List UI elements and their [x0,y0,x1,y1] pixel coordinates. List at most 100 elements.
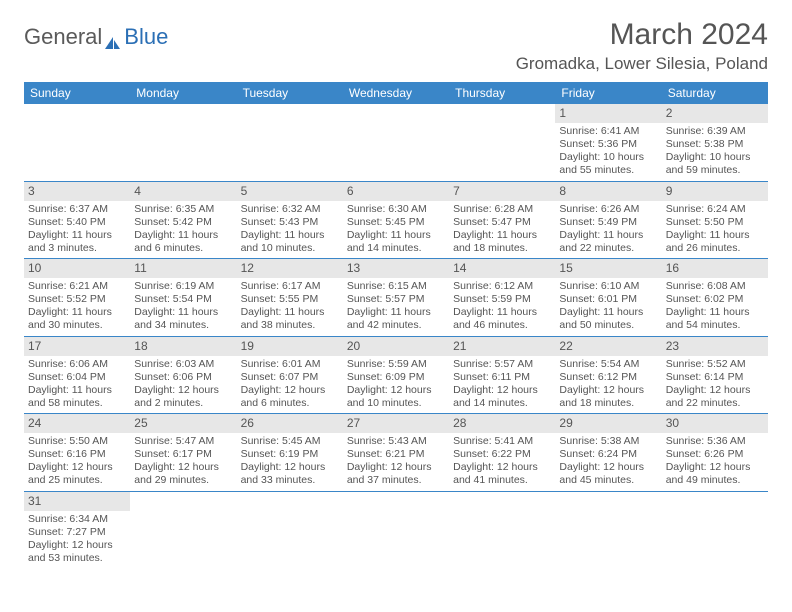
sunrise-text: Sunrise: 6:39 AM [666,125,764,138]
calendar-cell: 30Sunrise: 5:36 AMSunset: 6:26 PMDayligh… [662,414,768,492]
day-number: 15 [555,259,661,278]
day1-text: Daylight: 11 hours [134,306,232,319]
day1-text: Daylight: 11 hours [453,306,551,319]
day2-text: and 38 minutes. [241,319,339,332]
calendar-cell: 27Sunrise: 5:43 AMSunset: 6:21 PMDayligh… [343,414,449,492]
day2-text: and 2 minutes. [134,397,232,410]
day1-text: Daylight: 11 hours [241,229,339,242]
day-number: 8 [555,182,661,201]
day1-text: Daylight: 12 hours [559,461,657,474]
calendar-cell: 5Sunrise: 6:32 AMSunset: 5:43 PMDaylight… [237,181,343,259]
day-number: 7 [449,182,555,201]
day-header: Monday [130,82,236,104]
brand-general: General [24,24,102,50]
calendar-cell: 6Sunrise: 6:30 AMSunset: 5:45 PMDaylight… [343,181,449,259]
sunset-text: Sunset: 5:49 PM [559,216,657,229]
calendar-cell: 17Sunrise: 6:06 AMSunset: 6:04 PMDayligh… [24,336,130,414]
calendar-week: 17Sunrise: 6:06 AMSunset: 6:04 PMDayligh… [24,336,768,414]
day1-text: Daylight: 12 hours [666,461,764,474]
calendar-head: SundayMondayTuesdayWednesdayThursdayFrid… [24,82,768,104]
day2-text: and 50 minutes. [559,319,657,332]
calendar-cell: 7Sunrise: 6:28 AMSunset: 5:47 PMDaylight… [449,181,555,259]
sunset-text: Sunset: 6:04 PM [28,371,126,384]
calendar-cell: 18Sunrise: 6:03 AMSunset: 6:06 PMDayligh… [130,336,236,414]
day2-text: and 29 minutes. [134,474,232,487]
day1-text: Daylight: 11 hours [134,229,232,242]
day-number: 5 [237,182,343,201]
sunset-text: Sunset: 7:27 PM [28,526,126,539]
sunset-text: Sunset: 5:50 PM [666,216,764,229]
day1-text: Daylight: 11 hours [347,229,445,242]
day-number: 10 [24,259,130,278]
calendar-cell: 12Sunrise: 6:17 AMSunset: 5:55 PMDayligh… [237,259,343,337]
sunset-text: Sunset: 5:57 PM [347,293,445,306]
calendar-week: 10Sunrise: 6:21 AMSunset: 5:52 PMDayligh… [24,259,768,337]
sunset-text: Sunset: 6:16 PM [28,448,126,461]
day-number: 3 [24,182,130,201]
day-number: 17 [24,337,130,356]
calendar-cell: 19Sunrise: 6:01 AMSunset: 6:07 PMDayligh… [237,336,343,414]
day2-text: and 58 minutes. [28,397,126,410]
sunset-text: Sunset: 5:43 PM [241,216,339,229]
calendar-cell-empty [130,491,236,568]
day2-text: and 46 minutes. [453,319,551,332]
day2-text: and 45 minutes. [559,474,657,487]
day1-text: Daylight: 12 hours [28,539,126,552]
calendar-week: 3Sunrise: 6:37 AMSunset: 5:40 PMDaylight… [24,181,768,259]
day-number: 16 [662,259,768,278]
sunset-text: Sunset: 5:40 PM [28,216,126,229]
calendar-cell: 15Sunrise: 6:10 AMSunset: 6:01 PMDayligh… [555,259,661,337]
day-number: 28 [449,414,555,433]
calendar-cell-empty [449,104,555,181]
day-number: 21 [449,337,555,356]
calendar-cell: 20Sunrise: 5:59 AMSunset: 6:09 PMDayligh… [343,336,449,414]
calendar-cell-empty [343,104,449,181]
sunrise-text: Sunrise: 6:15 AM [347,280,445,293]
calendar-cell-empty [237,104,343,181]
calendar-cell: 10Sunrise: 6:21 AMSunset: 5:52 PMDayligh… [24,259,130,337]
day1-text: Daylight: 12 hours [134,384,232,397]
sunset-text: Sunset: 6:01 PM [559,293,657,306]
day2-text: and 26 minutes. [666,242,764,255]
calendar-cell: 28Sunrise: 5:41 AMSunset: 6:22 PMDayligh… [449,414,555,492]
day1-text: Daylight: 12 hours [559,384,657,397]
calendar-cell: 14Sunrise: 6:12 AMSunset: 5:59 PMDayligh… [449,259,555,337]
day1-text: Daylight: 12 hours [453,384,551,397]
day2-text: and 14 minutes. [347,242,445,255]
day2-text: and 25 minutes. [28,474,126,487]
calendar-cell: 11Sunrise: 6:19 AMSunset: 5:54 PMDayligh… [130,259,236,337]
day2-text: and 10 minutes. [241,242,339,255]
sunrise-text: Sunrise: 6:26 AM [559,203,657,216]
brand-logo: General Blue [24,18,168,50]
sunrise-text: Sunrise: 6:41 AM [559,125,657,138]
calendar-cell: 1Sunrise: 6:41 AMSunset: 5:36 PMDaylight… [555,104,661,181]
sunrise-text: Sunrise: 6:19 AM [134,280,232,293]
day-number: 19 [237,337,343,356]
sunset-text: Sunset: 6:26 PM [666,448,764,461]
day2-text: and 22 minutes. [559,242,657,255]
sunrise-text: Sunrise: 5:52 AM [666,358,764,371]
calendar-cell: 25Sunrise: 5:47 AMSunset: 6:17 PMDayligh… [130,414,236,492]
day-number: 20 [343,337,449,356]
sunset-text: Sunset: 6:02 PM [666,293,764,306]
calendar-cell-empty [130,104,236,181]
sunset-text: Sunset: 5:59 PM [453,293,551,306]
sunrise-text: Sunrise: 6:30 AM [347,203,445,216]
day1-text: Daylight: 11 hours [666,229,764,242]
day-header-row: SundayMondayTuesdayWednesdayThursdayFrid… [24,82,768,104]
day2-text: and 34 minutes. [134,319,232,332]
day1-text: Daylight: 11 hours [559,229,657,242]
calendar-week: 1Sunrise: 6:41 AMSunset: 5:36 PMDaylight… [24,104,768,181]
calendar-cell: 26Sunrise: 5:45 AMSunset: 6:19 PMDayligh… [237,414,343,492]
sunrise-text: Sunrise: 5:57 AM [453,358,551,371]
sunset-text: Sunset: 5:45 PM [347,216,445,229]
day2-text: and 37 minutes. [347,474,445,487]
day-number: 26 [237,414,343,433]
day1-text: Daylight: 12 hours [134,461,232,474]
sunrise-text: Sunrise: 6:34 AM [28,513,126,526]
sunset-text: Sunset: 5:47 PM [453,216,551,229]
title-block: March 2024 Gromadka, Lower Silesia, Pola… [516,18,768,74]
day-header: Friday [555,82,661,104]
sunset-text: Sunset: 5:42 PM [134,216,232,229]
day1-text: Daylight: 10 hours [559,151,657,164]
